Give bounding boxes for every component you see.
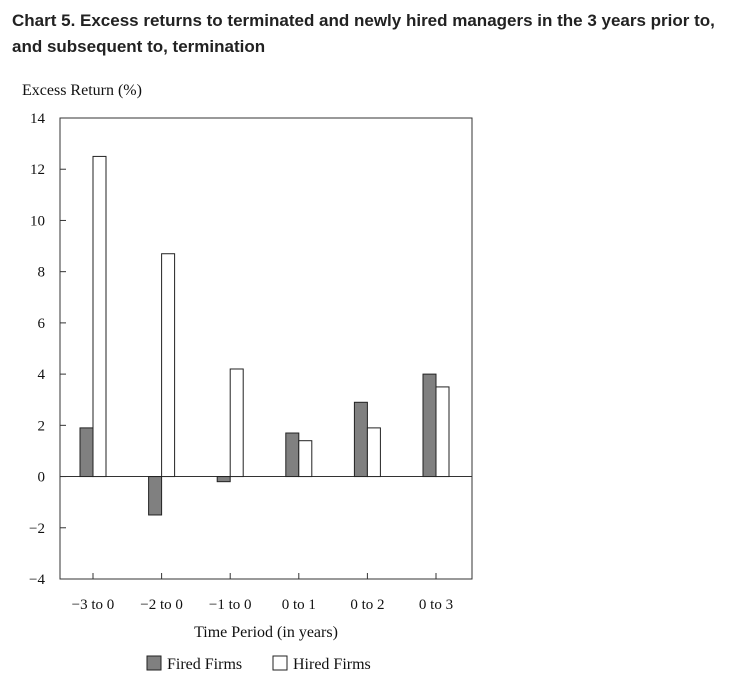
y-tick-label: 8: [38, 265, 46, 281]
x-tick-label: −2 to 0: [140, 597, 183, 613]
bar-fired: [422, 373, 437, 478]
y-tick-label: 14: [30, 111, 46, 127]
legend: Fired Firms Hired Firms: [146, 655, 371, 673]
x-tick-label: 0 to 3: [419, 597, 453, 613]
y-tick-label: 2: [38, 418, 46, 434]
bar-hired: [92, 155, 107, 478]
y-tick-label: 0: [38, 470, 46, 486]
chart-title: Chart 5. Excess returns to terminated an…: [12, 11, 715, 56]
y-tick-label: 6: [38, 316, 46, 332]
bar-hired: [298, 440, 313, 478]
x-tick-label: 0 to 1: [282, 597, 316, 613]
x-tick-label: 0 to 2: [350, 597, 384, 613]
bar-fired: [216, 476, 231, 483]
y-tick-label: 10: [30, 213, 45, 229]
legend-label-fired: Fired Firms: [167, 656, 242, 673]
y-tick-label: 12: [30, 162, 45, 178]
legend-swatch-fired: [146, 655, 162, 671]
plot-area: −4 −2 0 2 4 6 8 10 12 14 −3 to 0 −2 to 0 −1 to 0 0 to…: [29, 111, 473, 613]
x-tick-label: −1 to 0: [209, 597, 252, 613]
y-tick-label: 4: [38, 367, 46, 383]
bar-hired: [366, 427, 381, 478]
plot-frame: [59, 117, 473, 580]
y-tick-label: −4: [29, 572, 45, 588]
bar-hired: [229, 368, 244, 478]
bar-hired: [161, 253, 176, 478]
bar-fired: [285, 432, 300, 478]
legend-swatch-hired: [272, 655, 288, 671]
legend-label-hired: Hired Firms: [293, 656, 371, 673]
x-axis-label: Time Period (in years): [194, 624, 338, 641]
x-tick-label: −3 to 0: [72, 597, 115, 613]
bar-fired: [79, 427, 94, 478]
bar-fired: [353, 401, 368, 478]
bar-hired: [435, 386, 450, 478]
bar-fired: [148, 476, 163, 516]
y-tick-label: −2: [29, 521, 45, 537]
y-axis-label: Excess Return (%): [22, 82, 142, 99]
